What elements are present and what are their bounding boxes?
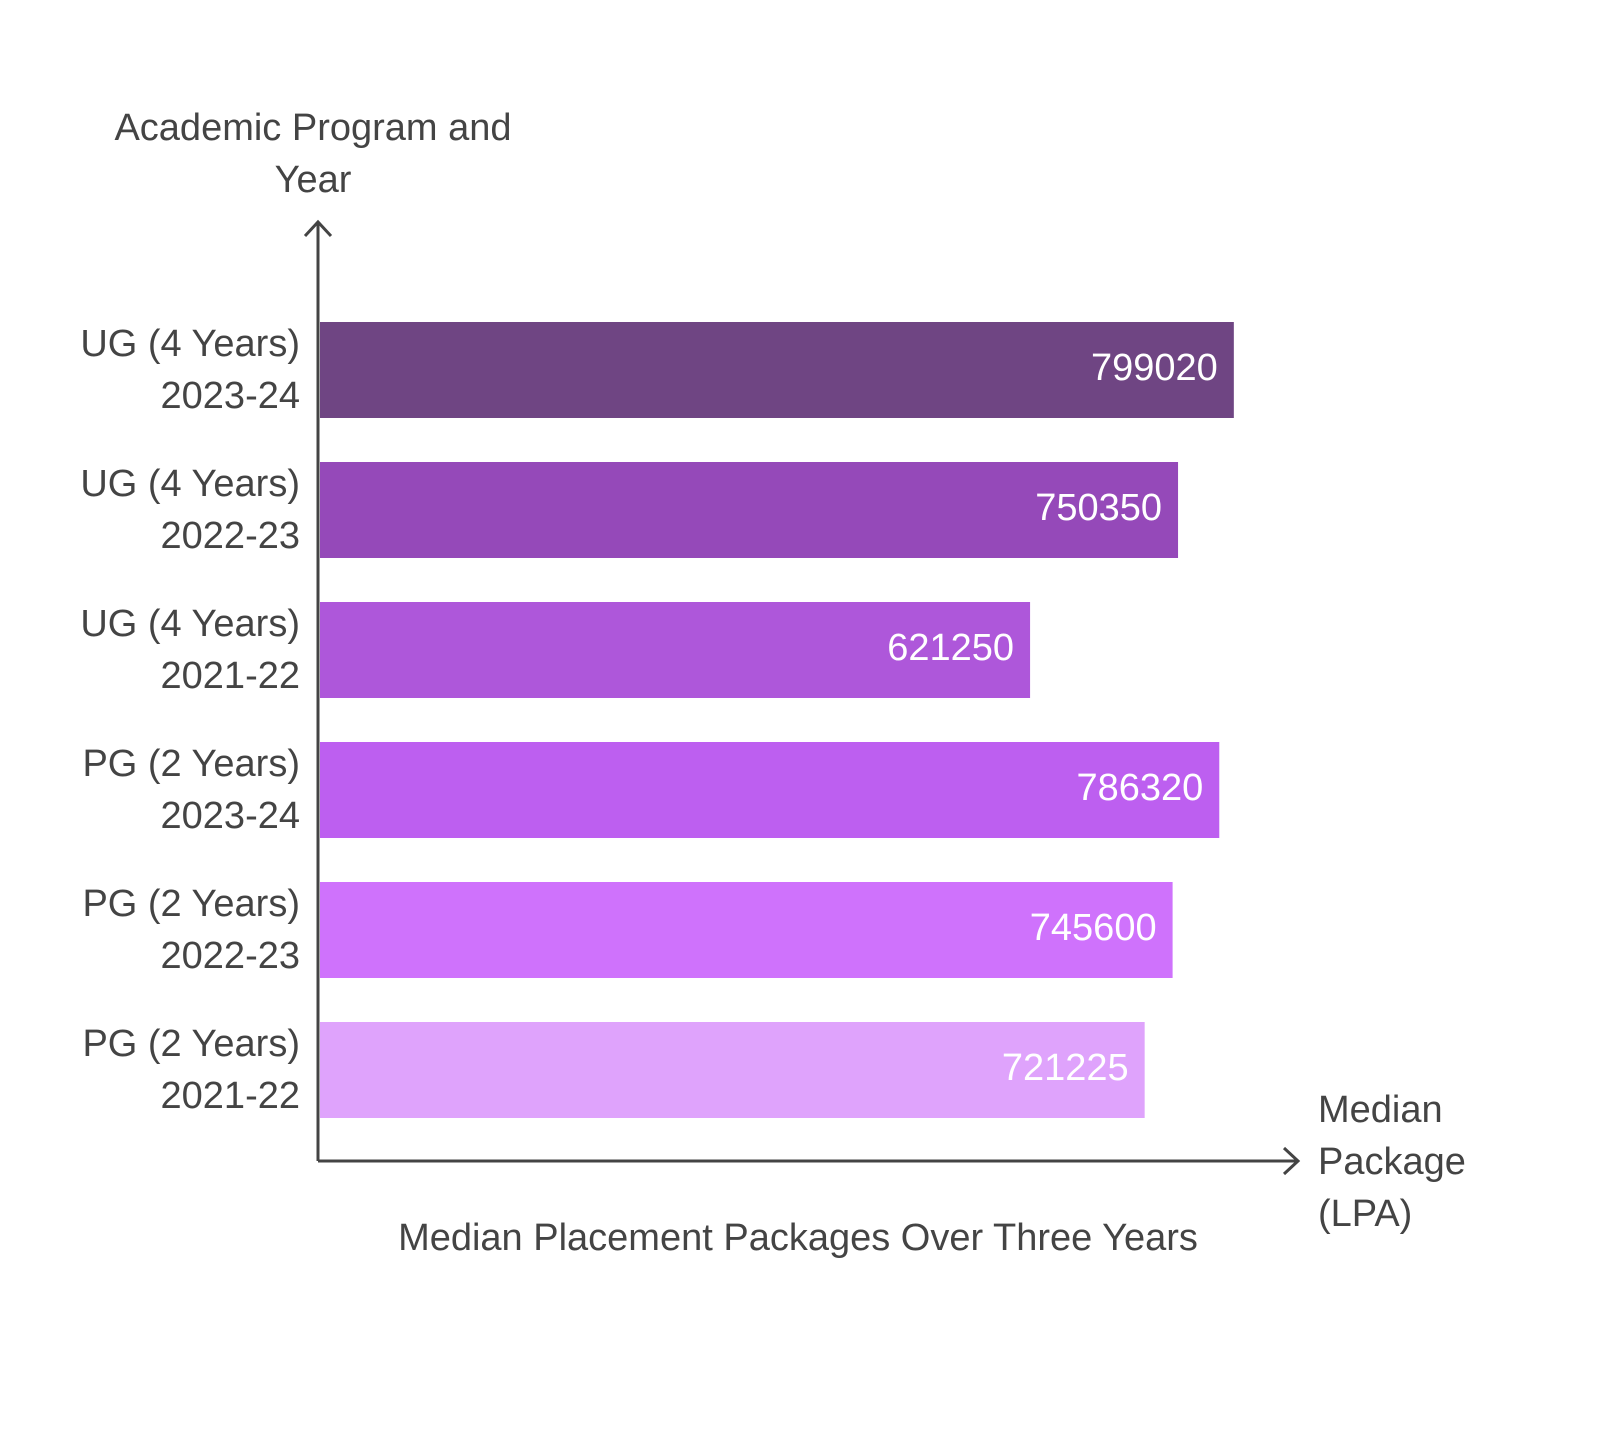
value-label: 721225 bbox=[1002, 1047, 1129, 1089]
bar bbox=[320, 602, 1031, 698]
y-tick-label: UG (4 Years) 2023-24 bbox=[80, 323, 300, 417]
y-axis-arrow bbox=[303, 219, 333, 238]
y-axis-label: Academic Program and Year bbox=[114, 107, 512, 201]
bar bbox=[320, 462, 1179, 558]
bar bbox=[320, 322, 1234, 418]
bar bbox=[320, 1022, 1145, 1118]
y-tick-label: UG (4 Years) 2021-22 bbox=[80, 603, 300, 697]
y-tick-label: UG (4 Years) 2022-23 bbox=[80, 463, 300, 557]
chart-title: Median Placement Packages Over Three Yea… bbox=[398, 1217, 1198, 1259]
bar bbox=[320, 742, 1220, 838]
y-tick-label: PG (2 Years) 2021-22 bbox=[82, 1023, 300, 1117]
x-axis-label: Median Package (LPA) bbox=[1318, 1089, 1466, 1235]
value-label: 786320 bbox=[1076, 767, 1203, 809]
y-tick-label: PG (2 Years) 2022-23 bbox=[82, 883, 300, 977]
x-axis-arrow bbox=[1282, 1146, 1301, 1176]
value-label: 750350 bbox=[1035, 487, 1162, 529]
bar bbox=[320, 882, 1173, 978]
axes bbox=[303, 219, 1301, 1176]
value-label: 621250 bbox=[887, 627, 1014, 669]
y-tick-label: PG (2 Years) 2023-24 bbox=[82, 743, 300, 837]
value-label: 745600 bbox=[1030, 907, 1157, 949]
value-label: 799020 bbox=[1091, 347, 1218, 389]
